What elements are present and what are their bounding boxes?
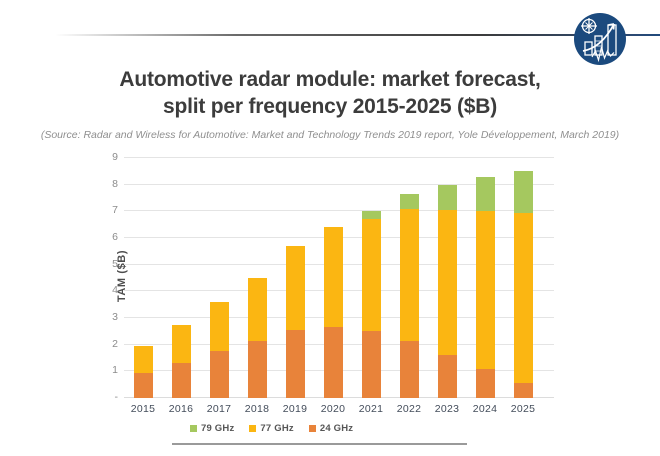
segment-79ghz-2025 — [513, 171, 533, 213]
legend-item-79ghz: 79 GHz — [190, 423, 234, 434]
x-tick-label-2015: 2015 — [130, 403, 156, 415]
segment-24ghz-2025 — [513, 383, 533, 398]
legend-swatch-77ghz — [249, 425, 257, 432]
segment-77ghz-2016 — [171, 324, 191, 364]
segment-77ghz-2025 — [513, 212, 533, 384]
x-axis-labels: 2015 2016 2017 2018 2019 2020 2021 2022 2023 2024… — [124, 403, 542, 415]
segment-24ghz-2015 — [133, 372, 153, 398]
x-tick-label-2024: 2024 — [472, 403, 498, 415]
segment-79ghz-2024 — [475, 176, 495, 212]
bar-column-2025 — [504, 158, 542, 398]
bar-2019 — [285, 246, 305, 398]
x-tick-label-2017: 2017 — [206, 403, 232, 415]
segment-77ghz-2018 — [247, 278, 267, 341]
bar-2016 — [171, 324, 191, 398]
legend-swatch-24ghz — [308, 425, 316, 432]
bar-2015 — [133, 346, 153, 398]
y-tick-label: - — [114, 391, 119, 403]
y-tick-label: 7 — [112, 204, 118, 217]
bar-2017 — [209, 302, 229, 398]
segment-79ghz-2023 — [437, 184, 457, 211]
x-tick-label-2019: 2019 — [282, 403, 308, 415]
slide-title-line2: split per frequency 2015-2025 ($B) — [162, 95, 497, 118]
segment-77ghz-2017 — [209, 302, 229, 352]
y-tick-label: 1 — [112, 364, 118, 377]
logo-chart-glyph — [581, 18, 617, 63]
bar-column-2021 — [352, 158, 390, 398]
bar-2020 — [323, 227, 343, 398]
gridline — [124, 183, 554, 185]
bar-column-2016 — [162, 158, 200, 398]
y-tick-label: 2 — [112, 337, 118, 350]
source-note: (Source: Radar and Wireless for Automoti… — [40, 129, 620, 141]
segment-24ghz-2017 — [209, 351, 229, 398]
x-tick-label-2025: 2025 — [510, 403, 536, 415]
segment-24ghz-2018 — [247, 340, 267, 398]
segment-24ghz-2021 — [361, 331, 381, 398]
legend-item-24ghz: 24 GHz — [308, 423, 354, 434]
bar-column-2022 — [390, 158, 428, 398]
bar-2021 — [361, 211, 381, 398]
footer-divider-line — [172, 443, 467, 445]
bar-column-2024 — [466, 158, 504, 398]
y-tick-label: 9 — [112, 151, 118, 163]
legend-label: 77 GHz — [260, 423, 294, 434]
stacked-bar-chart: TAM ($B) 2015 2016 2017 2018 2019 2020 2021 202… — [0, 150, 660, 425]
y-tick-label: 5 — [112, 257, 118, 270]
segment-77ghz-2022 — [399, 208, 419, 341]
bar-column-2015 — [124, 158, 162, 398]
segment-77ghz-2024 — [475, 211, 495, 369]
segment-77ghz-2021 — [361, 219, 381, 332]
bar-2022 — [399, 194, 419, 398]
segment-77ghz-2020 — [323, 227, 343, 328]
x-tick-label-2020: 2020 — [320, 403, 346, 415]
legend-item-77ghz: 77 GHz — [249, 423, 294, 434]
bar-2018 — [247, 278, 267, 398]
header-divider-line — [55, 34, 660, 36]
y-tick-label: 8 — [112, 177, 118, 190]
x-tick-label-2016: 2016 — [168, 403, 194, 415]
yole-developpement-logo — [574, 13, 626, 65]
bar-column-2019 — [276, 158, 314, 398]
segment-24ghz-2024 — [475, 368, 495, 398]
bar-2025 — [513, 171, 533, 398]
segment-24ghz-2016 — [171, 363, 191, 398]
bar-column-2023 — [428, 158, 466, 398]
legend-label: 79 GHz — [201, 423, 235, 434]
y-tick-label: 4 — [112, 284, 118, 297]
y-tick-label: 3 — [112, 311, 118, 323]
bar-2023 — [437, 184, 457, 398]
segment-24ghz-2023 — [437, 355, 457, 398]
bar-column-2018 — [238, 158, 276, 398]
bar-2024 — [475, 176, 495, 398]
segment-24ghz-2019 — [285, 330, 305, 398]
segment-77ghz-2019 — [285, 246, 305, 330]
legend-swatch-79ghz — [190, 425, 197, 432]
segment-24ghz-2020 — [323, 327, 343, 398]
y-tick-label: 6 — [112, 231, 118, 243]
segment-79ghz-2021 — [361, 211, 381, 220]
slide-title: Automotive radar module: market forecast… — [0, 66, 660, 120]
x-tick-label-2021: 2021 — [358, 403, 384, 415]
bars-container — [124, 158, 542, 398]
x-tick-label-2023: 2023 — [434, 403, 460, 415]
legend-label: 24 GHz — [319, 423, 354, 434]
chart-legend: 79 GHz 77 GHz 24 GHz — [190, 423, 353, 434]
segment-77ghz-2015 — [133, 346, 153, 373]
segment-24ghz-2022 — [399, 340, 419, 398]
x-tick-label-2018: 2018 — [244, 403, 270, 415]
plot-area — [124, 157, 554, 398]
gridline — [124, 157, 554, 158]
logo-circle — [574, 13, 626, 65]
segment-77ghz-2023 — [437, 210, 457, 356]
bar-column-2020 — [314, 158, 352, 398]
x-tick-label-2022: 2022 — [396, 403, 422, 415]
segment-79ghz-2022 — [399, 194, 419, 209]
gridline — [124, 210, 554, 212]
slide-title-line1: Automotive radar module: market forecast… — [119, 68, 541, 91]
bar-column-2017 — [200, 158, 238, 398]
